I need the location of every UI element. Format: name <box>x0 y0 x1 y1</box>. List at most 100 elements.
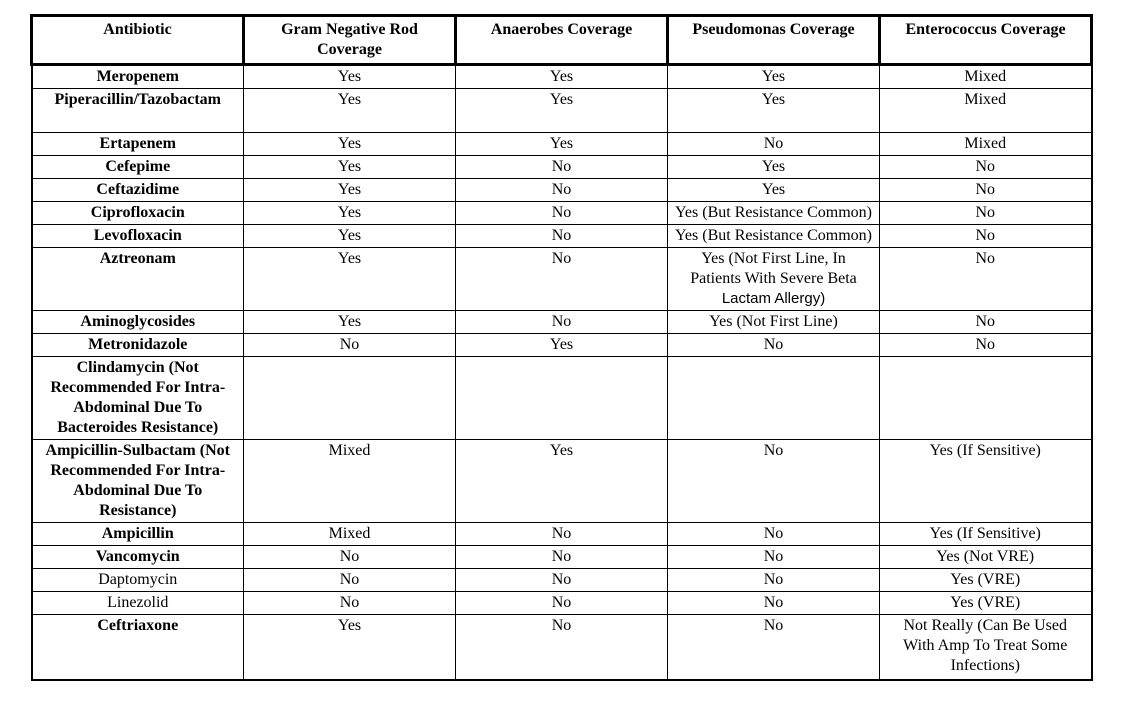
coverage-cell: No <box>879 247 1092 311</box>
column-header-gram-negative-rod: Gram Negative Rod Coverage <box>242 14 457 66</box>
coverage-cell: Yes <box>667 88 880 133</box>
antibiotic-name-cell: Ceftazidime <box>31 178 244 202</box>
antibiotic-name-cell: Daptomycin <box>31 568 244 592</box>
coverage-cell: No <box>667 545 880 569</box>
coverage-cell: No <box>879 155 1092 179</box>
coverage-cell: Yes <box>243 310 456 334</box>
coverage-cell: Yes <box>455 439 668 523</box>
table-row: Ceftriaxone Yes No No Not Really (Can Be Use… <box>31 614 1092 681</box>
coverage-cell <box>455 356 668 440</box>
header-row: Antibiotic Gram Negative Rod Coverage An… <box>30 14 1093 66</box>
coverage-cell: Yes <box>243 132 456 156</box>
table-row: Meropenem Yes Yes Yes Mixed <box>31 64 1092 89</box>
coverage-cell: No <box>243 333 456 357</box>
coverage-cell: Yes <box>243 247 456 311</box>
coverage-cell: No <box>667 132 880 156</box>
coverage-cell: Yes <box>243 155 456 179</box>
coverage-cell: Mixed <box>243 439 456 523</box>
coverage-cell: No <box>879 178 1092 202</box>
coverage-cell <box>879 356 1092 440</box>
table-row: Ampicillin-Sulbactam (Not Recommended Fo… <box>31 439 1092 523</box>
coverage-cell: Yes <box>667 178 880 202</box>
table-row: Ampicillin Mixed No No Yes (If Sensitive) <box>31 522 1092 546</box>
coverage-cell: Mixed <box>879 88 1092 133</box>
table-row: Cefepime Yes No Yes No <box>31 155 1092 179</box>
coverage-cell <box>667 356 880 440</box>
coverage-cell: Yes (If Sensitive) <box>879 439 1092 523</box>
coverage-cell: No <box>455 522 668 546</box>
table-row: Vancomycin No No No Yes (Not VRE) <box>31 545 1092 569</box>
coverage-cell: No <box>243 591 456 615</box>
antibiotic-name-cell: Ampicillin-Sulbactam (Not Recommended Fo… <box>31 439 244 523</box>
coverage-cell: No <box>879 333 1092 357</box>
coverage-cell: No <box>667 439 880 523</box>
antibiotic-name-cell: Ertapenem <box>31 132 244 156</box>
coverage-cell: No <box>879 310 1092 334</box>
table-row: Ertapenem Yes Yes No Mixed <box>31 132 1092 156</box>
table-row: Aminoglycosides Yes No Yes (Not First Line)… <box>31 310 1092 334</box>
coverage-cell: Yes <box>243 201 456 225</box>
table-header: Antibiotic Gram Negative Rod Coverage An… <box>30 14 1093 66</box>
coverage-cell: Not Really (Can Be Used With Amp To Trea… <box>879 614 1092 681</box>
coverage-cell: No <box>879 224 1092 248</box>
coverage-cell: No <box>667 614 880 681</box>
coverage-cell: Mixed <box>243 522 456 546</box>
coverage-cell: No <box>879 201 1092 225</box>
antibiotic-name-cell: Linezolid <box>31 591 244 615</box>
table-row: Daptomycin No No No Yes (VRE) <box>31 568 1092 592</box>
table-row: Ciprofloxacin Yes No Yes (But Resistance Co… <box>31 201 1092 225</box>
table-row: Aztreonam Yes No Yes (Not First Line, In Pa… <box>31 247 1092 311</box>
table-body: Meropenem Yes Yes Yes Mixed Piperacillin/Tazo… <box>31 64 1092 681</box>
column-header-anaerobes: Anaerobes Coverage <box>454 14 669 66</box>
coverage-cell: Yes <box>455 88 668 133</box>
antibiotic-name-cell: Ceftriaxone <box>31 614 244 681</box>
table-row: Clindamycin (Not Recommended For Intra-A… <box>31 356 1092 440</box>
coverage-cell: No <box>455 178 668 202</box>
coverage-cell: Yes <box>243 178 456 202</box>
coverage-cell: Yes <box>667 155 880 179</box>
antibiotic-name-cell: Ampicillin <box>31 522 244 546</box>
coverage-cell: No <box>667 333 880 357</box>
coverage-cell: Yes <box>243 224 456 248</box>
coverage-cell: No <box>455 545 668 569</box>
coverage-cell: No <box>667 591 880 615</box>
coverage-cell: No <box>455 224 668 248</box>
column-header-enterococcus: Enterococcus Coverage <box>878 14 1093 66</box>
coverage-text-segment: Yes (Not First Line, In Patients With Se… <box>690 250 857 287</box>
table-row: Levofloxacin Yes No Yes (But Resistance Com… <box>31 224 1092 248</box>
coverage-cell: Yes (If Sensitive) <box>879 522 1092 546</box>
coverage-cell: No <box>667 568 880 592</box>
coverage-cell: Yes <box>667 64 880 89</box>
coverage-cell: Mixed <box>879 64 1092 89</box>
coverage-cell: Yes (But Resistance Common) <box>667 201 880 225</box>
table-row: Metronidazole No Yes No No <box>31 333 1092 357</box>
coverage-cell: Yes (Not First Line, In Patients With Se… <box>667 247 880 311</box>
coverage-cell: Yes (VRE) <box>879 591 1092 615</box>
coverage-cell: Yes (Not First Line) <box>667 310 880 334</box>
coverage-cell: Yes <box>455 132 668 156</box>
coverage-cell: No <box>243 568 456 592</box>
table-row: Piperacillin/Tazobactam Yes Yes Yes Mixed <box>31 88 1092 133</box>
coverage-text-segment: Lactam Allergy) <box>721 290 826 307</box>
coverage-cell: Yes <box>455 64 668 89</box>
coverage-cell: Yes (Not VRE) <box>879 545 1092 569</box>
antibiotic-name-cell: Levofloxacin <box>31 224 244 248</box>
coverage-cell: Yes <box>455 333 668 357</box>
antibiotic-name-cell: Aztreonam <box>31 247 244 311</box>
coverage-cell: No <box>243 545 456 569</box>
coverage-cell <box>243 356 456 440</box>
antibiotic-coverage-table: Antibiotic Gram Negative Rod Coverage An… <box>30 14 1093 681</box>
antibiotic-name-cell: Cefepime <box>31 155 244 179</box>
coverage-cell: No <box>455 155 668 179</box>
table-row: Ceftazidime Yes No Yes No <box>31 178 1092 202</box>
coverage-cell: No <box>455 591 668 615</box>
coverage-cell: Yes (But Resistance Common) <box>667 224 880 248</box>
antibiotic-name-cell: Aminoglycosides <box>31 310 244 334</box>
table-row: Linezolid No No No Yes (VRE) <box>31 591 1092 615</box>
antibiotic-name-cell: Meropenem <box>31 64 244 89</box>
antibiotic-name-cell: Clindamycin (Not Recommended For Intra-A… <box>31 356 244 440</box>
coverage-cell: Yes <box>243 614 456 681</box>
antibiotic-name-cell: Piperacillin/Tazobactam <box>31 88 244 133</box>
coverage-cell: Yes <box>243 64 456 89</box>
